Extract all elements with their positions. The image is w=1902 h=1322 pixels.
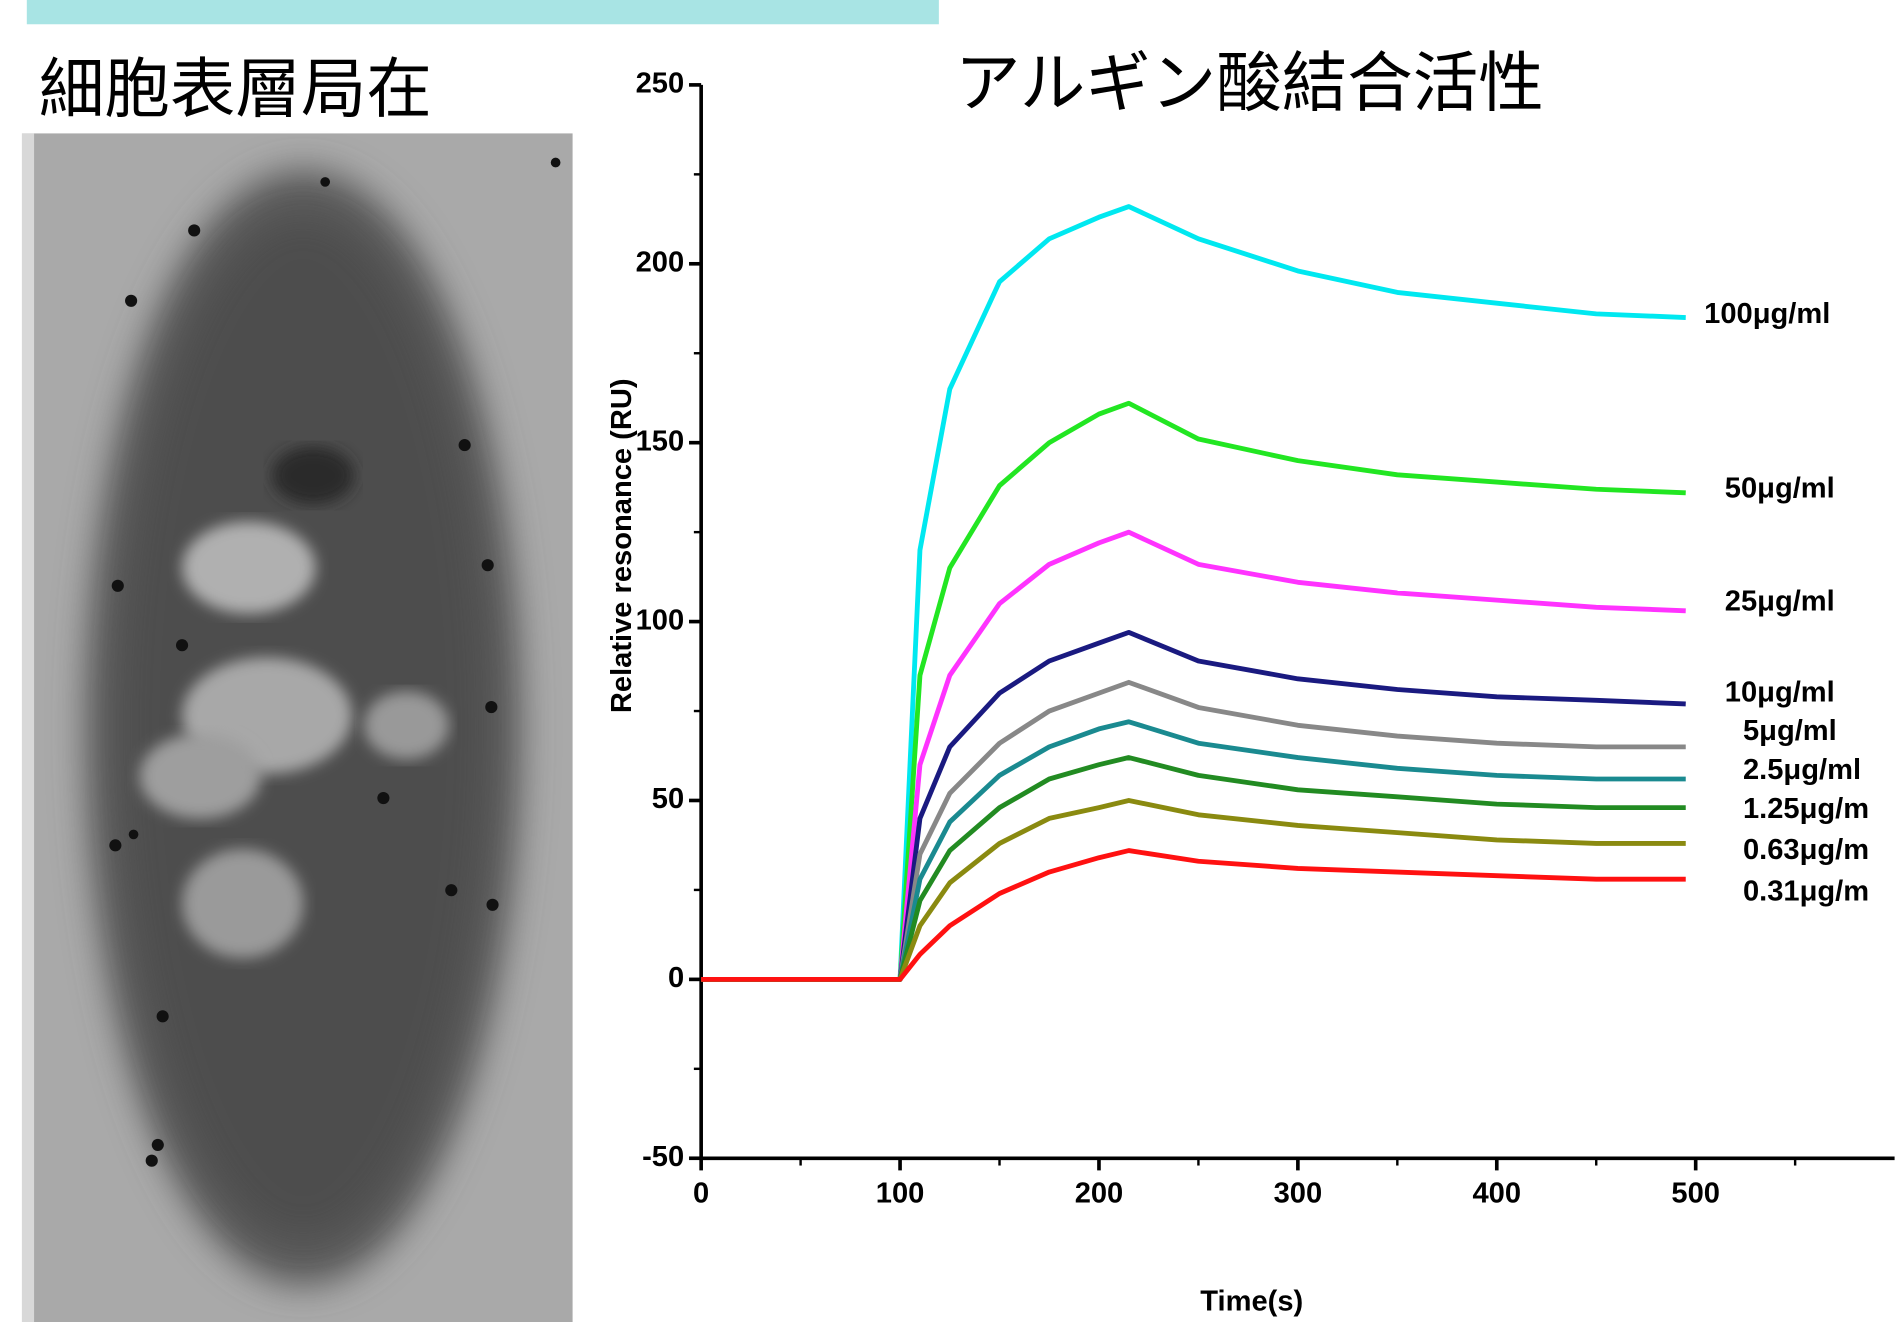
header-bar xyxy=(27,0,939,24)
y-tick-label: -50 xyxy=(642,1141,684,1173)
x-tick-label: 0 xyxy=(693,1177,709,1209)
page: {"panel_title": "細胞表層局在", "chart_data": … xyxy=(0,0,1902,1322)
series-line xyxy=(701,800,1686,979)
panel-title: 細胞表層局在 xyxy=(39,52,432,128)
legend-label: 10μg/ml xyxy=(1725,676,1835,708)
y-tick-label: 200 xyxy=(636,246,685,278)
x-tick-label: 200 xyxy=(1075,1177,1124,1209)
x-tick-label: 100 xyxy=(876,1177,925,1209)
legend-label: 0.63μg/m xyxy=(1743,834,1869,866)
y-tick-label: 0 xyxy=(668,962,684,994)
legend-label: 25μg/ml xyxy=(1725,585,1835,617)
series-line xyxy=(701,403,1686,979)
chart-title: アルギン酸結合活性 xyxy=(955,45,1544,121)
legend-label: 100μg/ml xyxy=(1704,298,1830,330)
legend-label: 0.31μg/m xyxy=(1743,875,1869,907)
plot: -50 0 50 100 150 200 250 0 100 200 300 400 500 Time(s… xyxy=(606,68,1894,1318)
legend-label: 5μg/ml xyxy=(1743,715,1837,747)
y-axis-label: Relative resonance (RU) xyxy=(606,378,638,713)
series-line xyxy=(701,207,1686,980)
x-tick-label: 500 xyxy=(1671,1177,1720,1209)
legend-label: 1.25μg/m xyxy=(1743,793,1869,825)
y-tick-label: 250 xyxy=(636,68,685,100)
micrograph xyxy=(22,133,573,1322)
series-line xyxy=(701,532,1686,979)
x-tick-label: 400 xyxy=(1473,1177,1522,1209)
series-line xyxy=(701,722,1686,980)
legend-label: 50μg/ml xyxy=(1725,473,1835,505)
y-tick-label: 50 xyxy=(652,783,684,815)
series-line xyxy=(701,682,1686,979)
slide: 細胞表層局在 アルギン酸結合活性 -50 0 50 100 150 200 250 0 100 2… xyxy=(0,0,1902,1322)
y-tick-label: 100 xyxy=(636,604,685,636)
x-axis-label: Time(s) xyxy=(1200,1285,1303,1317)
legend-label: 2.5μg/ml xyxy=(1743,754,1861,786)
series-line xyxy=(701,851,1686,980)
series-line xyxy=(701,758,1686,980)
x-tick-label: 300 xyxy=(1274,1177,1323,1209)
y-tick-label: 150 xyxy=(636,425,685,457)
